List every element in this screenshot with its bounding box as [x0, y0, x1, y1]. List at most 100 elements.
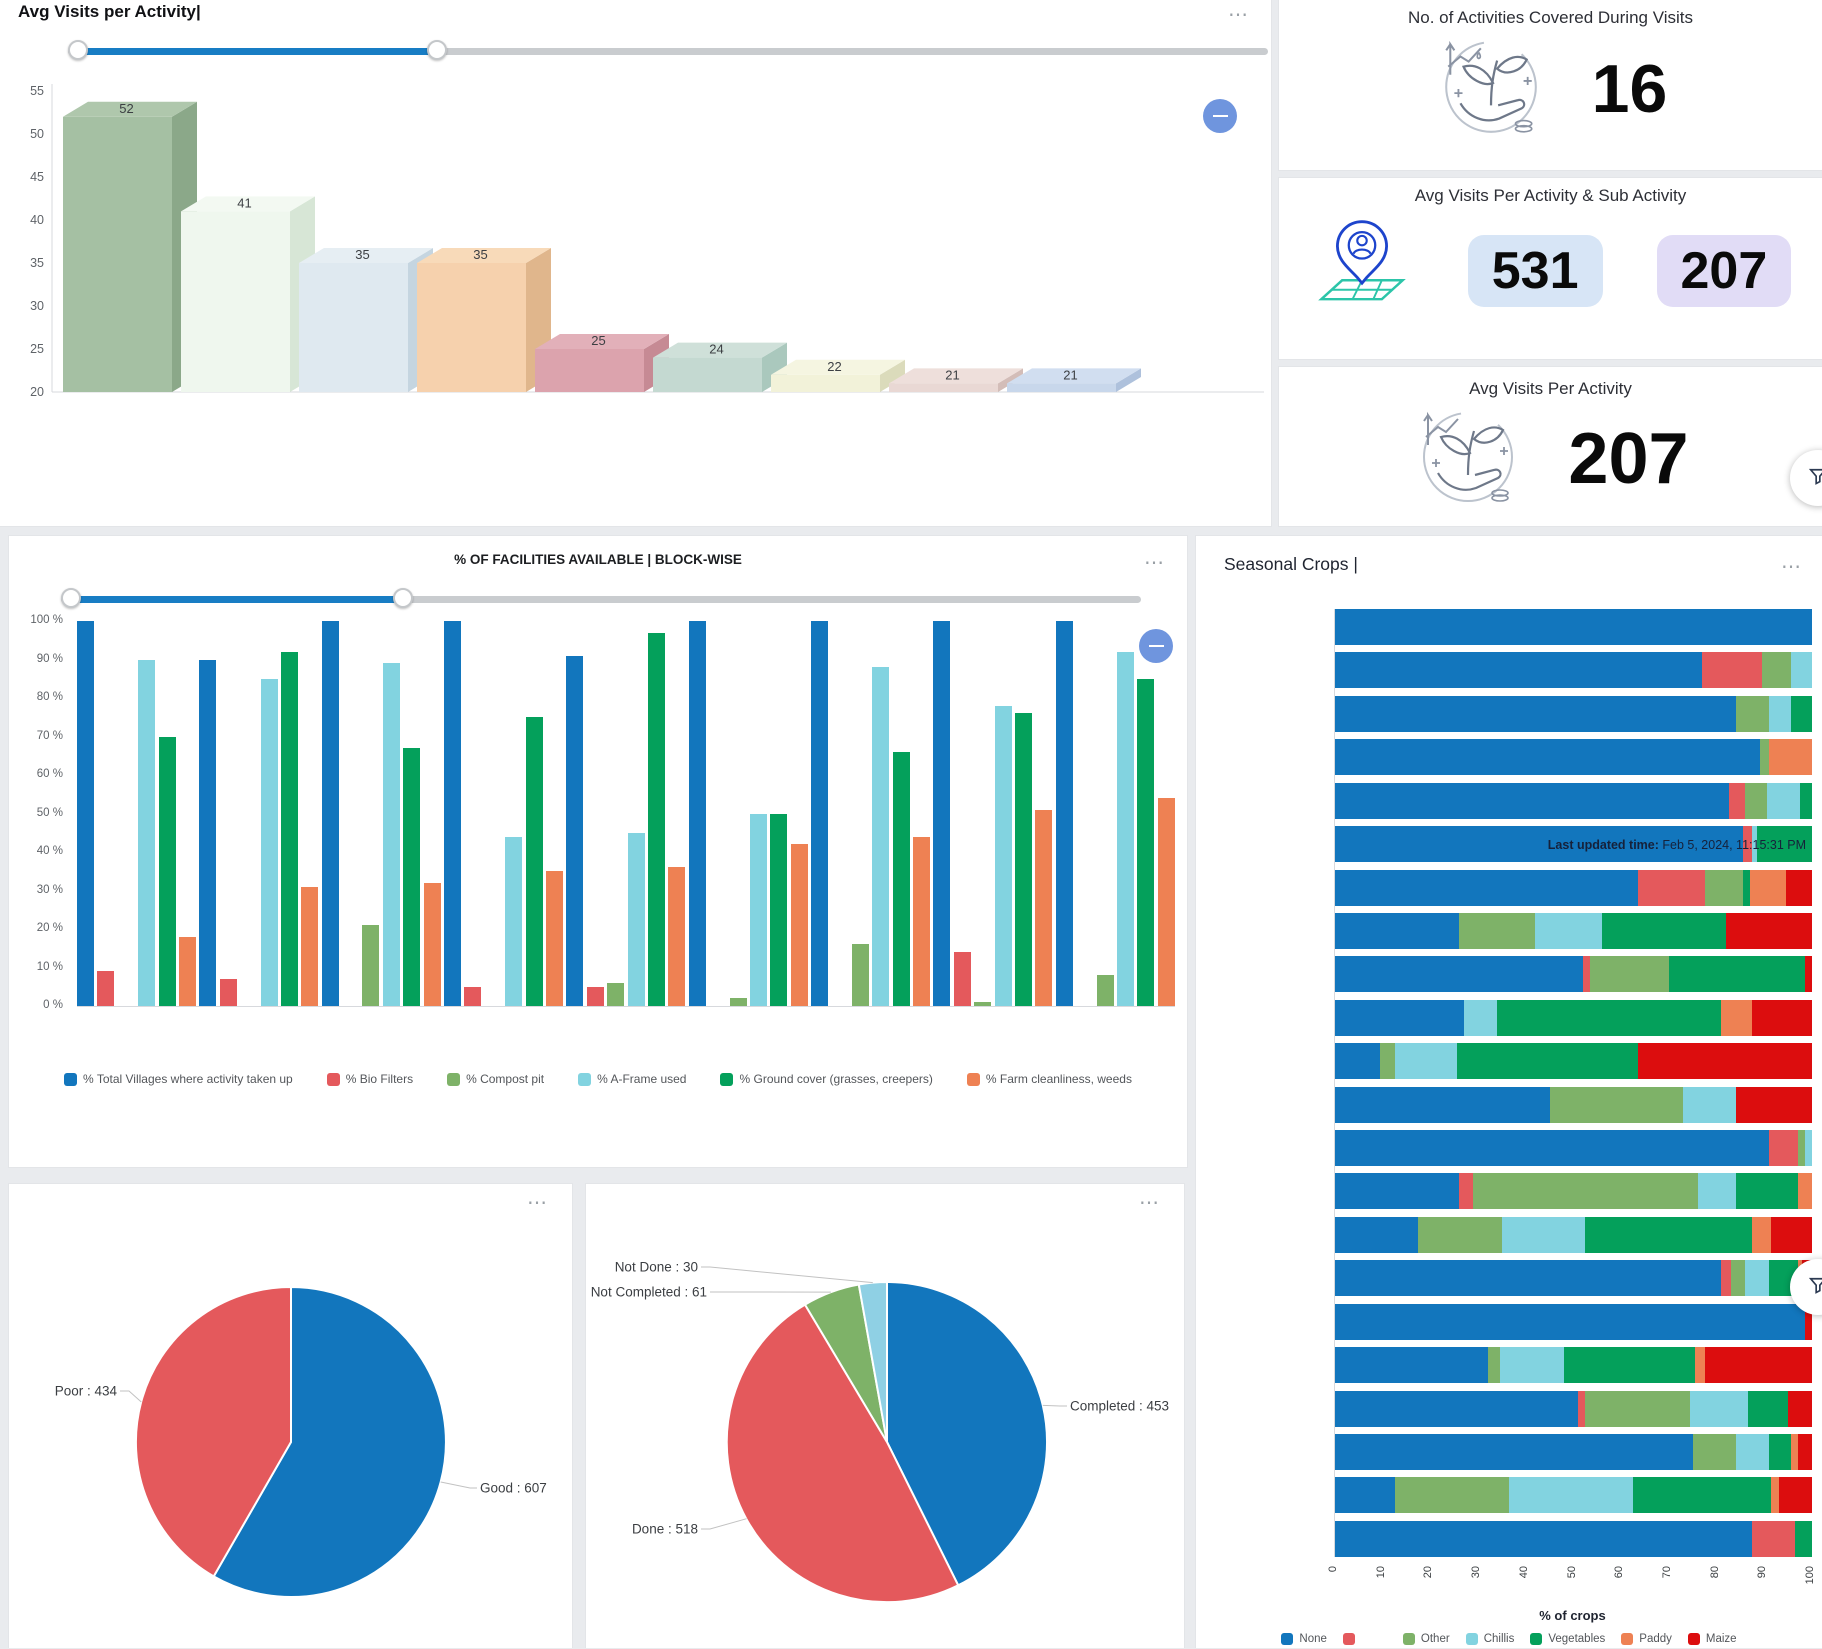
- pie-slice[interactable]: [886, 1280, 1049, 1587]
- bar[interactable]: [362, 925, 380, 1006]
- bar[interactable]: [933, 621, 951, 1006]
- bar[interactable]: [444, 621, 462, 1006]
- legend-item[interactable]: [1342, 1633, 1387, 1645]
- bar[interactable]: [627, 832, 645, 1006]
- bar-segment[interactable]: [1690, 1390, 1748, 1427]
- bar[interactable]: [545, 871, 563, 1006]
- legend-item[interactable]: Other: [1402, 1633, 1450, 1645]
- bar[interactable]: [505, 836, 523, 1006]
- bar-3d[interactable]: 35: [417, 247, 551, 392]
- bar-segment[interactable]: [1633, 1477, 1772, 1514]
- bar[interactable]: [321, 621, 339, 1006]
- bar-segment[interactable]: [1769, 739, 1812, 776]
- slider-handle-left[interactable]: [61, 588, 81, 608]
- bar-segment[interactable]: [1730, 1260, 1746, 1297]
- bar-3d[interactable]: 21: [889, 367, 1023, 392]
- bar[interactable]: [260, 678, 278, 1006]
- bar[interactable]: [423, 882, 441, 1006]
- bar[interactable]: [464, 986, 482, 1006]
- stacked-bar-row[interactable]: [1335, 1130, 1812, 1167]
- legend-item[interactable]: % Farm cleanliness, weeds: [966, 1072, 1132, 1086]
- pie-slice[interactable]: [857, 1280, 888, 1443]
- bar-segment[interactable]: [1335, 1043, 1381, 1080]
- bar-segment[interactable]: [1335, 1520, 1753, 1557]
- bar-3d[interactable]: 35: [299, 247, 433, 392]
- bar-segment[interactable]: [1797, 1173, 1812, 1210]
- bar-segment[interactable]: [1335, 1347, 1488, 1384]
- bar-segment[interactable]: [1761, 652, 1791, 689]
- bar-segment[interactable]: [1394, 1043, 1457, 1080]
- bar-segment[interactable]: [1668, 956, 1805, 993]
- bar[interactable]: [403, 748, 421, 1006]
- bar-segment[interactable]: [1778, 1477, 1812, 1514]
- slider-handle-right[interactable]: [427, 40, 447, 60]
- bar[interactable]: [647, 632, 665, 1006]
- stacked-bar-row[interactable]: [1335, 956, 1812, 993]
- bar[interactable]: [1116, 651, 1134, 1006]
- stacked-bar-row[interactable]: [1335, 1086, 1812, 1123]
- bar[interactable]: [219, 979, 237, 1006]
- legend-item[interactable]: Maize: [1687, 1633, 1737, 1645]
- bar-segment[interactable]: [1804, 1130, 1812, 1167]
- bar-segment[interactable]: [1797, 1434, 1812, 1471]
- bar-segment[interactable]: [1769, 695, 1791, 732]
- bar-segment[interactable]: [1501, 1216, 1586, 1253]
- bar-segment[interactable]: [1583, 956, 1591, 993]
- bar-segment[interactable]: [1721, 1260, 1731, 1297]
- bar-segment[interactable]: [1637, 1043, 1812, 1080]
- bar-segment[interactable]: [1335, 1173, 1460, 1210]
- bar[interactable]: [688, 621, 706, 1006]
- bar-segment[interactable]: [1735, 1086, 1812, 1123]
- bar-segment[interactable]: [1602, 912, 1727, 949]
- bar-segment[interactable]: [1459, 912, 1536, 949]
- bar-segment[interactable]: [1769, 1434, 1791, 1471]
- bar[interactable]: [913, 836, 931, 1006]
- bar-segment[interactable]: [1499, 1347, 1564, 1384]
- bar[interactable]: [178, 936, 196, 1006]
- bar-segment[interactable]: [1790, 652, 1812, 689]
- bar-segment[interactable]: [1721, 999, 1753, 1036]
- bar-segment[interactable]: [1585, 1390, 1691, 1427]
- chart-title-seasonal-crops[interactable]: Seasonal Crops |: [1224, 554, 1358, 574]
- bar-segment[interactable]: [1590, 956, 1669, 993]
- bar-3d[interactable]: 21: [1007, 367, 1141, 392]
- bar-segment[interactable]: [1497, 999, 1722, 1036]
- bar[interactable]: [382, 663, 400, 1006]
- bar[interactable]: [1014, 713, 1032, 1006]
- bar[interactable]: [749, 813, 767, 1006]
- bar-segment[interactable]: [1394, 1477, 1510, 1514]
- legend-item[interactable]: % A-Frame used: [578, 1072, 686, 1086]
- bar-3d[interactable]: 24: [653, 342, 787, 392]
- bar-segment[interactable]: [1563, 1347, 1696, 1384]
- bar-segment[interactable]: [1535, 912, 1603, 949]
- bar-segment[interactable]: [1637, 869, 1705, 906]
- bar-segment[interactable]: [1804, 1303, 1812, 1340]
- stacked-bar-row[interactable]: [1335, 1434, 1812, 1471]
- zoom-range-slider[interactable]: [61, 588, 1141, 610]
- stacked-bar-row[interactable]: [1335, 1260, 1812, 1297]
- bar-segment[interactable]: [1335, 1216, 1419, 1253]
- bar[interactable]: [77, 621, 94, 1006]
- bar[interactable]: [851, 944, 869, 1006]
- stacked-bar-row[interactable]: [1335, 912, 1812, 949]
- bar-segment[interactable]: [1752, 1216, 1772, 1253]
- stacked-bar-row[interactable]: [1335, 1303, 1812, 1340]
- stacked-bar-row[interactable]: [1335, 1043, 1812, 1080]
- bar-segment[interactable]: [1335, 782, 1729, 819]
- bar-segment[interactable]: [1335, 869, 1638, 906]
- bar-segment[interactable]: [1797, 1130, 1805, 1167]
- bar-segment[interactable]: [1735, 1173, 1798, 1210]
- bar-segment[interactable]: [1335, 652, 1703, 689]
- bar-segment[interactable]: [1335, 999, 1464, 1036]
- bar-segment[interactable]: [1745, 782, 1767, 819]
- bar-segment[interactable]: [1692, 1434, 1736, 1471]
- more-menu-icon[interactable]: ⋯: [1144, 552, 1165, 574]
- slider-track[interactable]: [68, 48, 1268, 55]
- bar[interactable]: [1157, 798, 1175, 1006]
- bar[interactable]: [566, 655, 584, 1006]
- bar-segment[interactable]: [1456, 1043, 1638, 1080]
- bar-segment[interactable]: [1335, 1086, 1550, 1123]
- bar-segment[interactable]: [1335, 695, 1736, 732]
- bar-segment[interactable]: [1785, 869, 1812, 906]
- bar[interactable]: [158, 736, 176, 1006]
